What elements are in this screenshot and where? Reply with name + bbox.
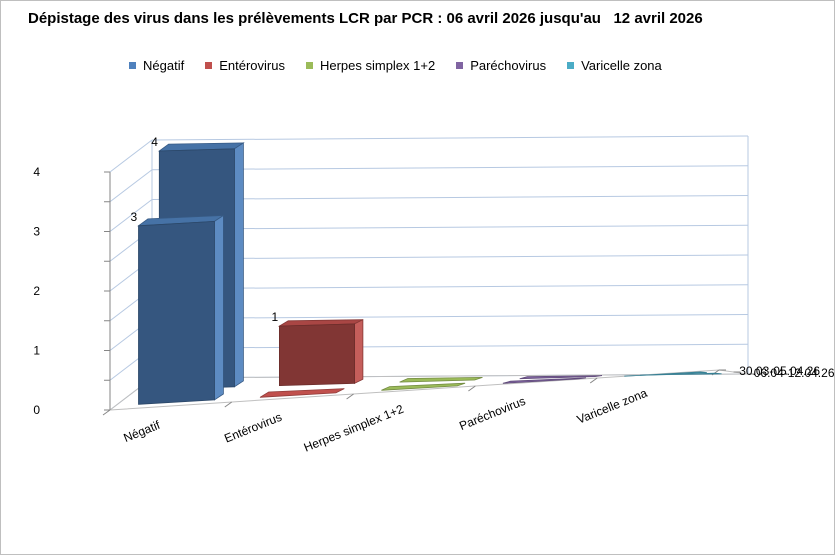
bar-parechovirus-06-04-12-04-26 — [519, 375, 603, 380]
back-gridline — [151, 195, 749, 200]
side-gridline — [109, 199, 153, 232]
bar-side — [233, 142, 244, 388]
legend: Négatif Entérovirus Herpes simplex 1+2 Paré… — [129, 56, 683, 74]
bar-base — [502, 377, 587, 384]
bar-parechovirus-30-03-05-04-26 — [502, 377, 587, 384]
bar-enterovirus-06-04-12-04-26 — [277, 319, 364, 387]
bar-base — [259, 388, 345, 398]
side-gridline — [109, 169, 153, 203]
y-tick-label: 1 — [33, 344, 40, 358]
legend-label: Herpes simplex 1+2 — [319, 57, 436, 73]
depth-label: 30.03-05.04.26 — [739, 364, 820, 378]
legend-item-negatif: Négatif — [129, 58, 184, 73]
x-tick — [346, 393, 354, 400]
y-tick-label: 0 — [33, 403, 40, 417]
bar-negatif-30-03-05-04-26 — [137, 214, 225, 405]
bar-base — [519, 375, 603, 380]
bar-base — [381, 382, 466, 391]
legend-swatch — [456, 61, 464, 69]
legend-swatch — [305, 61, 313, 69]
legend-label: Négatif — [143, 57, 185, 73]
bar-enterovirus-30-03-05-04-26 — [259, 388, 345, 398]
legend-label: Varicelle zona — [581, 57, 662, 73]
bar-herpes-simplex-1-2-30-03-05-04-26 — [381, 382, 466, 391]
bar-side — [354, 319, 364, 385]
x-tick-label: Herpes simplex 1+2 — [302, 402, 406, 455]
back-gridline — [151, 224, 749, 230]
bar-base — [624, 371, 707, 377]
bar-varicelle-zona-30-03-05-04-26 — [624, 371, 707, 377]
legend-swatch — [129, 61, 136, 69]
legend-label: Entérovirus — [219, 57, 285, 73]
legend-item-enterovirus: Entérovirus — [205, 58, 285, 73]
bar-front — [278, 323, 355, 387]
data-label: 3 — [131, 210, 138, 224]
x-tick — [589, 377, 598, 384]
bar-side — [213, 214, 224, 401]
back-gridline — [151, 165, 749, 171]
axes — [102, 171, 755, 416]
x-tick — [102, 409, 111, 416]
side-gridline — [109, 139, 153, 173]
x-tick-label: Négatif — [122, 418, 163, 445]
depth-label: 06.04-12.04.26 — [754, 366, 835, 380]
data-label: 1 — [271, 310, 278, 324]
back-gridline — [151, 284, 749, 290]
bar-front — [138, 220, 215, 405]
x-tick — [224, 401, 233, 408]
data-label: 4 — [151, 135, 158, 149]
bars — [137, 142, 722, 405]
back-gridline — [151, 254, 749, 260]
legend-item-herpes-simplex-1-2: Herpes simplex 1+2 — [305, 57, 436, 73]
legend-swatch — [205, 61, 213, 69]
legend-item-parechovirus: Paréchovirus — [456, 58, 546, 73]
legend-item-varicelle-zona: Varicelle zona — [567, 58, 662, 73]
x-tick-label: Varicelle zona — [575, 386, 650, 427]
y-tick-label: 3 — [33, 225, 40, 239]
back-gridline — [151, 314, 749, 319]
bar-base — [399, 377, 483, 383]
chart-title: Dépistage des virus dans les prélèvement… — [28, 10, 703, 27]
x-tick-label: Paréchovirus — [457, 394, 527, 433]
y-tick-label: 2 — [33, 284, 40, 298]
x-tick — [468, 385, 476, 392]
back-gridline — [151, 343, 749, 349]
x-tick-label: Entérovirus — [222, 410, 284, 446]
back-gridline — [151, 135, 749, 141]
legend-label: Paréchovirus — [470, 57, 547, 73]
y-tick-label: 4 — [33, 165, 40, 179]
bar-herpes-simplex-1-2-06-04-12-04-26 — [399, 377, 483, 383]
legend-swatch — [567, 61, 575, 69]
